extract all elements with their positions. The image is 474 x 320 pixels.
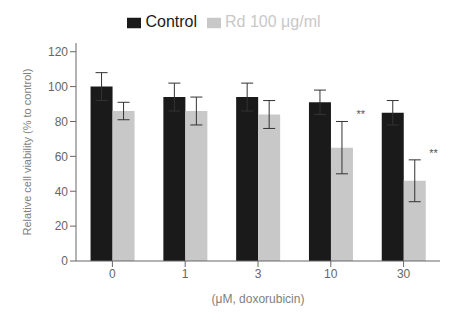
html-text:Control: Control	[145, 13, 197, 30]
svg-text:1: 1	[182, 267, 189, 281]
svg-text:3: 3	[255, 267, 262, 281]
svg-text:40: 40	[55, 185, 69, 199]
svg-text:80: 80	[55, 115, 69, 129]
svg-text:**: **	[429, 147, 438, 159]
svg-text:100: 100	[48, 80, 68, 94]
svg-text:10: 10	[324, 267, 338, 281]
svg-text:120: 120	[48, 45, 68, 59]
svg-text:(μM, doxorubicin): (μM, doxorubicin)	[212, 292, 305, 306]
svg-text:60: 60	[55, 150, 69, 164]
svg-text:0: 0	[61, 254, 68, 268]
svg-text:20: 20	[55, 219, 69, 233]
svg-text:**: **	[356, 108, 365, 120]
svg-text:Relative cell viability (% to: Relative cell viability (% to control)	[21, 69, 33, 236]
svg-text:0: 0	[109, 267, 116, 281]
svg-text:30: 30	[397, 267, 411, 281]
html-text:Rd 100 μg/ml: Rd 100 μg/ml	[225, 13, 321, 30]
